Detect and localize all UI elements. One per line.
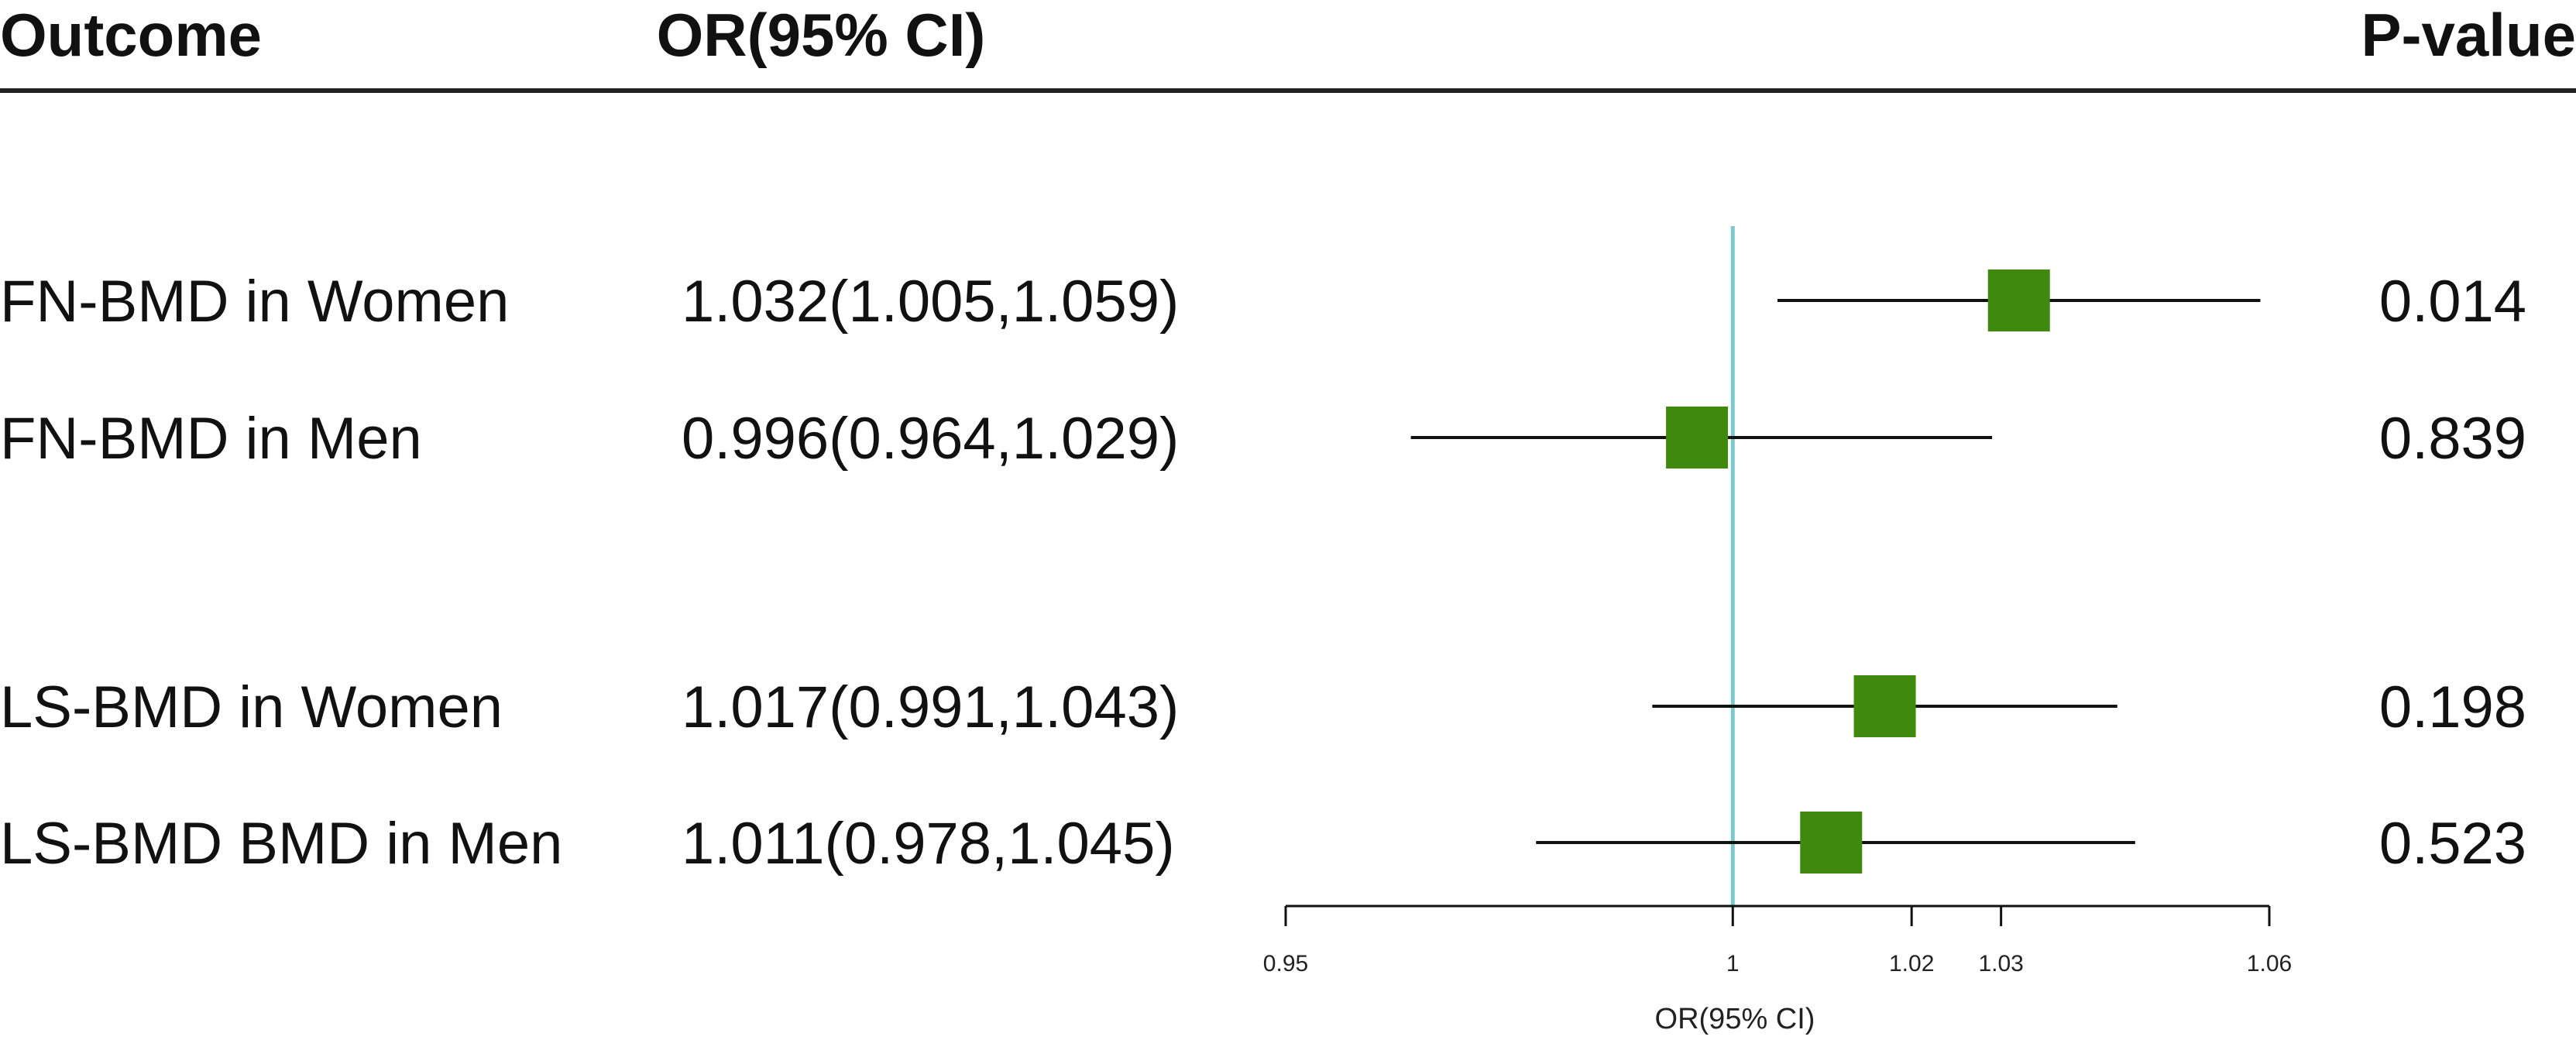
x-tick-label: 1.03 [1978, 951, 2023, 977]
row-or-text: 1.011(0.978,1.045) [682, 811, 1175, 877]
row-pvalue: 0.839 [2379, 406, 2526, 472]
row-or-text: 0.996(0.964,1.029) [682, 406, 1179, 472]
forest-row: LS-BMD in Women 1.017(0.991,1.043) 0.198 [0, 674, 2526, 740]
or-marker [1666, 407, 1729, 469]
forest-row: LS-BMD BMD in Men 1.011(0.978,1.045) 0.523 [0, 811, 2526, 877]
row-or-text: 1.017(0.991,1.043) [682, 674, 1179, 740]
row-outcome-label: LS-BMD BMD in Men [0, 811, 562, 877]
row-outcome-label: LS-BMD in Women [0, 674, 503, 740]
forest-row: FN-BMD in Women 1.032(1.005,1.059) 0.014 [0, 269, 2526, 335]
or-marker [1987, 269, 2050, 331]
row-or-text: 1.032(1.005,1.059) [682, 269, 1179, 335]
or-marker [1853, 675, 1916, 737]
row-pvalue: 0.198 [2379, 674, 2526, 740]
or-marker [1800, 812, 1863, 874]
forest-row: FN-BMD in Men 0.996(0.964,1.029) 0.839 [0, 406, 2526, 472]
row-pvalue: 0.014 [2379, 269, 2526, 335]
header-or: OR(95% CI) [657, 1, 986, 69]
row-pvalue: 0.523 [2379, 811, 2526, 877]
row-outcome-label: FN-BMD in Men [0, 406, 422, 472]
header-pvalue: P-value [2361, 1, 2576, 69]
x-axis-label: OR(95% CI) [1655, 1003, 1815, 1035]
header-rule [0, 88, 2576, 93]
x-tick-label: 1.02 [1889, 951, 1934, 977]
x-axis: 0.95 1 1.02 1.03 1.06 [1263, 904, 2292, 977]
forest-rows: FN-BMD in Women 1.032(1.005,1.059) 0.014FN… [0, 269, 2526, 877]
row-outcome-label: FN-BMD in Women [0, 269, 509, 335]
x-tick-label: 1 [1726, 951, 1740, 977]
header-outcome: Outcome [0, 1, 262, 69]
x-tick-label: 0.95 [1263, 951, 1308, 977]
x-tick-label: 1.06 [2247, 951, 2292, 977]
